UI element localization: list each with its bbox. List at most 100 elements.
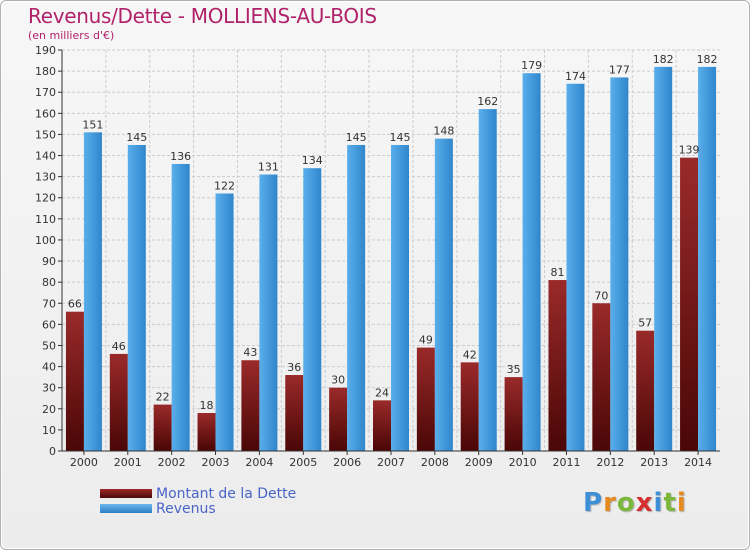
data-label-revenus: 162 <box>477 95 498 108</box>
data-label-dette: 81 <box>550 266 564 279</box>
bar-revenus <box>566 83 585 451</box>
data-label-dette: 30 <box>331 374 345 387</box>
y-tick-label: 20 <box>42 403 56 416</box>
bar-revenus <box>215 193 234 451</box>
y-tick-label: 60 <box>42 318 56 331</box>
bar-dette <box>197 413 216 451</box>
bars <box>65 66 717 452</box>
y-tick-label: 150 <box>35 128 56 141</box>
data-label-dette: 49 <box>419 334 433 347</box>
data-label-dette: 35 <box>507 363 521 376</box>
data-label-revenus: 136 <box>170 150 191 163</box>
data-label-revenus: 182 <box>697 53 718 66</box>
y-tick-label: 30 <box>42 382 56 395</box>
axes <box>58 49 720 455</box>
bar-dette <box>636 330 655 451</box>
bar-dette <box>109 353 128 451</box>
bar-revenus <box>478 109 497 452</box>
y-tick-label: 50 <box>42 339 56 352</box>
y-tick-label: 100 <box>35 234 56 247</box>
data-label-revenus: 174 <box>565 70 586 83</box>
legend-swatch-revenus <box>100 504 152 513</box>
data-label-revenus: 134 <box>302 154 323 167</box>
data-label-dette: 46 <box>112 340 126 353</box>
data-label-revenus: 182 <box>653 53 674 66</box>
bar-revenus <box>259 174 278 451</box>
data-label-dette: 57 <box>638 317 652 330</box>
y-tick-label: 110 <box>35 213 56 226</box>
logo-letter: P <box>583 488 604 518</box>
labels: 0 10 20 30 40 50 60 70 80 90 100 110 120 130 140 150 160… <box>35 44 718 469</box>
legend-item-revenus: Revenus <box>100 501 296 517</box>
data-label-revenus: 145 <box>126 131 147 144</box>
y-tick-label: 70 <box>42 297 56 310</box>
data-label-dette: 70 <box>594 289 608 302</box>
x-tick-label: 2007 <box>377 456 405 469</box>
bar-revenus <box>698 66 717 451</box>
x-tick-label: 2000 <box>70 456 98 469</box>
data-label-dette: 43 <box>243 346 257 359</box>
x-tick-label: 2012 <box>596 456 624 469</box>
x-tick-label: 2003 <box>202 456 230 469</box>
y-tick-label: 120 <box>35 192 56 205</box>
bar-dette <box>460 362 479 451</box>
bar-dette <box>416 347 435 451</box>
grid-lines <box>62 49 720 452</box>
logo-letter: t <box>663 488 677 518</box>
data-label-dette: 139 <box>679 144 700 157</box>
data-label-revenus: 145 <box>390 131 411 144</box>
y-tick-label: 130 <box>35 171 56 184</box>
x-tick-label: 2010 <box>509 456 537 469</box>
bar-dette <box>504 377 523 451</box>
logo-letter: i <box>653 488 664 518</box>
y-tick-label: 0 <box>49 445 56 458</box>
bar-dette <box>285 375 304 451</box>
data-label-dette: 18 <box>200 399 214 412</box>
x-tick-label: 2014 <box>684 456 712 469</box>
bar-revenus <box>303 168 322 452</box>
data-label-revenus: 145 <box>346 131 367 144</box>
x-tick-label: 2013 <box>640 456 668 469</box>
data-label-dette: 36 <box>287 361 301 374</box>
y-tick-label: 80 <box>42 276 56 289</box>
x-tick-label: 2011 <box>552 456 580 469</box>
data-label-dette: 42 <box>463 348 477 361</box>
x-tick-label: 2006 <box>333 456 361 469</box>
data-label-revenus: 131 <box>258 161 279 174</box>
y-tick-label: 180 <box>35 65 56 78</box>
y-tick-label: 90 <box>42 255 56 268</box>
bar-revenus <box>127 144 146 451</box>
bar-dette <box>548 280 567 451</box>
chart-subtitle: (en milliers d'€) <box>28 29 115 42</box>
bar-dette <box>592 303 611 451</box>
data-label-dette: 24 <box>375 386 389 399</box>
bar-revenus <box>610 77 629 452</box>
x-tick-label: 2001 <box>114 456 142 469</box>
legend: Montant de la Dette Revenus <box>100 485 297 517</box>
bar-revenus <box>434 138 453 452</box>
data-label-revenus: 179 <box>521 59 542 72</box>
x-tick-label: 2005 <box>289 456 317 469</box>
bar-dette <box>153 404 172 451</box>
y-tick-label: 190 <box>35 44 56 57</box>
bar-dette <box>65 311 84 451</box>
y-tick-label: 40 <box>42 361 56 374</box>
logo-letter: i <box>676 488 687 518</box>
y-tick-label: 140 <box>35 150 56 163</box>
legend-item-dette: Montant de la Dette <box>100 485 297 502</box>
chart-title: Revenus/Dette - MOLLIENS-AU-BOIS <box>28 4 377 28</box>
data-label-dette: 66 <box>68 298 82 311</box>
bar-revenus <box>171 163 190 451</box>
logo-letter: r <box>603 488 617 518</box>
data-label-dette: 22 <box>156 391 170 404</box>
bar-revenus <box>83 132 102 451</box>
x-tick-label: 2002 <box>158 456 186 469</box>
y-tick-label: 160 <box>35 107 56 120</box>
data-label-revenus: 122 <box>214 180 235 193</box>
logo-letter: o <box>616 488 636 518</box>
bar-revenus <box>522 73 541 451</box>
legend-label-dette: Montant de la Dette <box>156 485 297 502</box>
bar-revenus <box>347 144 366 451</box>
bar-dette <box>680 157 699 451</box>
